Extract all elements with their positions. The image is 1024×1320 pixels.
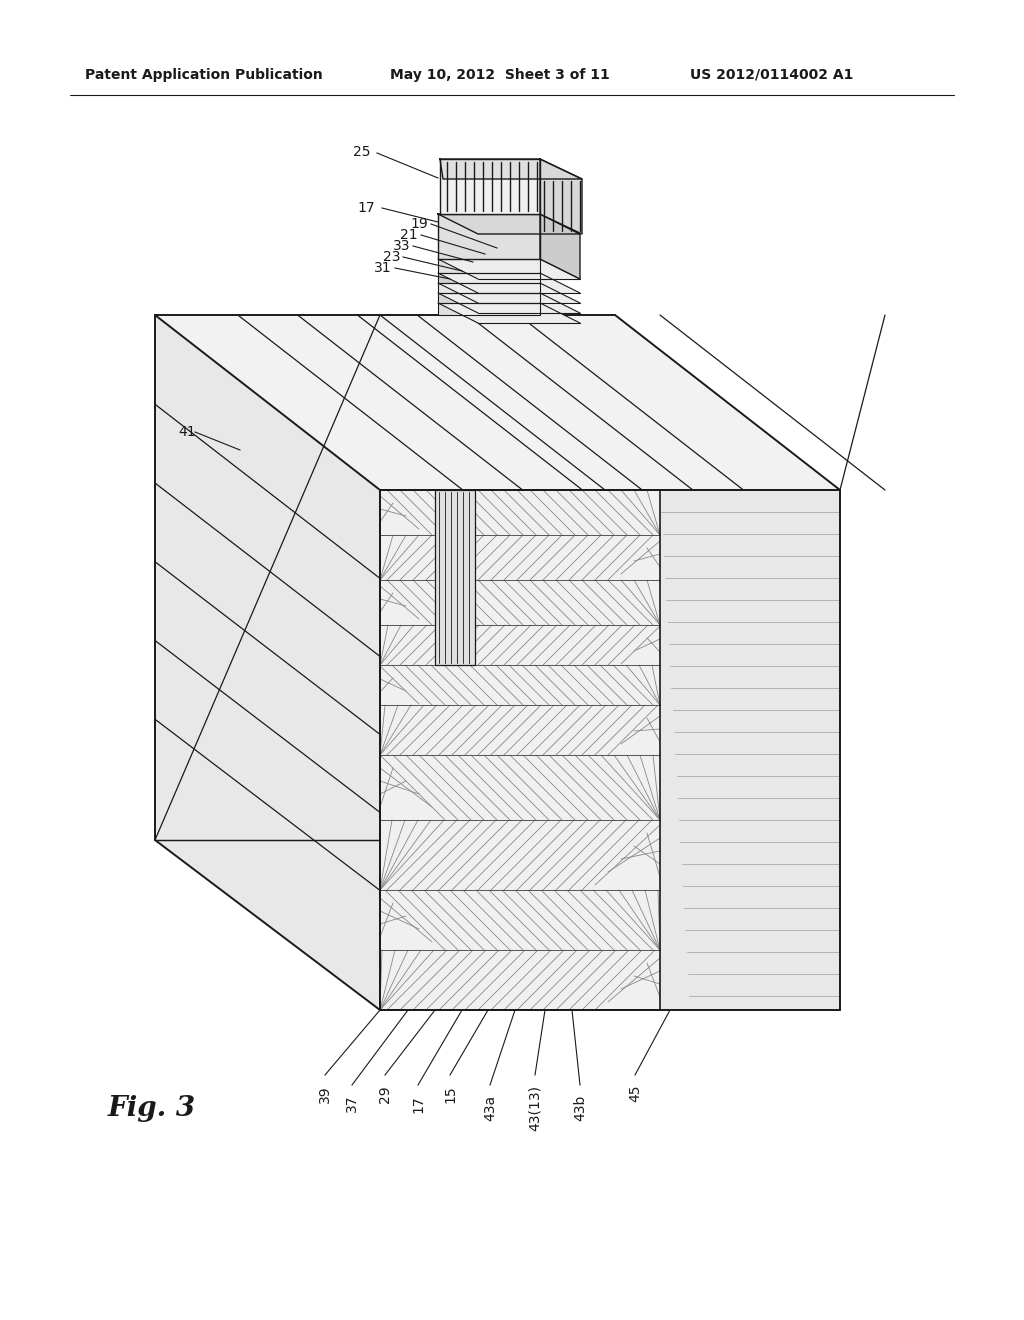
Polygon shape [380,950,660,1010]
Text: 33: 33 [392,239,410,253]
Polygon shape [380,705,660,755]
Text: 31: 31 [375,261,392,275]
Polygon shape [380,535,660,579]
Text: 17: 17 [357,201,375,215]
Polygon shape [438,214,540,259]
Text: Patent Application Publication: Patent Application Publication [85,69,323,82]
Polygon shape [438,282,540,293]
Text: 19: 19 [411,216,428,231]
Polygon shape [380,890,660,950]
Polygon shape [380,624,660,665]
Polygon shape [438,259,540,273]
Polygon shape [435,490,475,665]
Polygon shape [438,214,580,234]
Text: 39: 39 [318,1085,332,1102]
Polygon shape [660,490,840,1010]
Polygon shape [438,304,540,315]
Polygon shape [440,158,540,214]
Polygon shape [380,490,660,535]
Text: 41: 41 [178,425,196,440]
Text: 45: 45 [628,1085,642,1102]
Text: 15: 15 [443,1085,457,1102]
Text: 37: 37 [345,1096,359,1113]
Polygon shape [438,304,580,323]
Text: 23: 23 [383,249,400,264]
Text: 29: 29 [378,1085,392,1102]
Polygon shape [380,665,660,705]
Polygon shape [540,158,582,234]
Polygon shape [155,315,840,490]
Text: 25: 25 [352,145,370,158]
Polygon shape [440,158,582,180]
Polygon shape [540,214,580,279]
Polygon shape [155,315,380,1010]
Text: 43a: 43a [483,1096,497,1121]
Polygon shape [438,293,580,313]
Text: Fig. 3: Fig. 3 [108,1096,197,1122]
Text: 43b: 43b [573,1096,587,1122]
Text: 21: 21 [400,228,418,242]
Text: May 10, 2012  Sheet 3 of 11: May 10, 2012 Sheet 3 of 11 [390,69,609,82]
Polygon shape [380,490,840,1010]
Polygon shape [438,273,580,293]
Text: US 2012/0114002 A1: US 2012/0114002 A1 [690,69,853,82]
Polygon shape [438,273,540,282]
Text: 43(13): 43(13) [528,1085,542,1131]
Polygon shape [380,820,660,890]
Polygon shape [438,259,580,279]
Polygon shape [380,579,660,624]
Polygon shape [438,293,540,304]
Text: 17: 17 [411,1096,425,1113]
Polygon shape [380,490,660,1010]
Polygon shape [438,282,580,304]
Polygon shape [155,315,380,840]
Polygon shape [380,755,660,820]
